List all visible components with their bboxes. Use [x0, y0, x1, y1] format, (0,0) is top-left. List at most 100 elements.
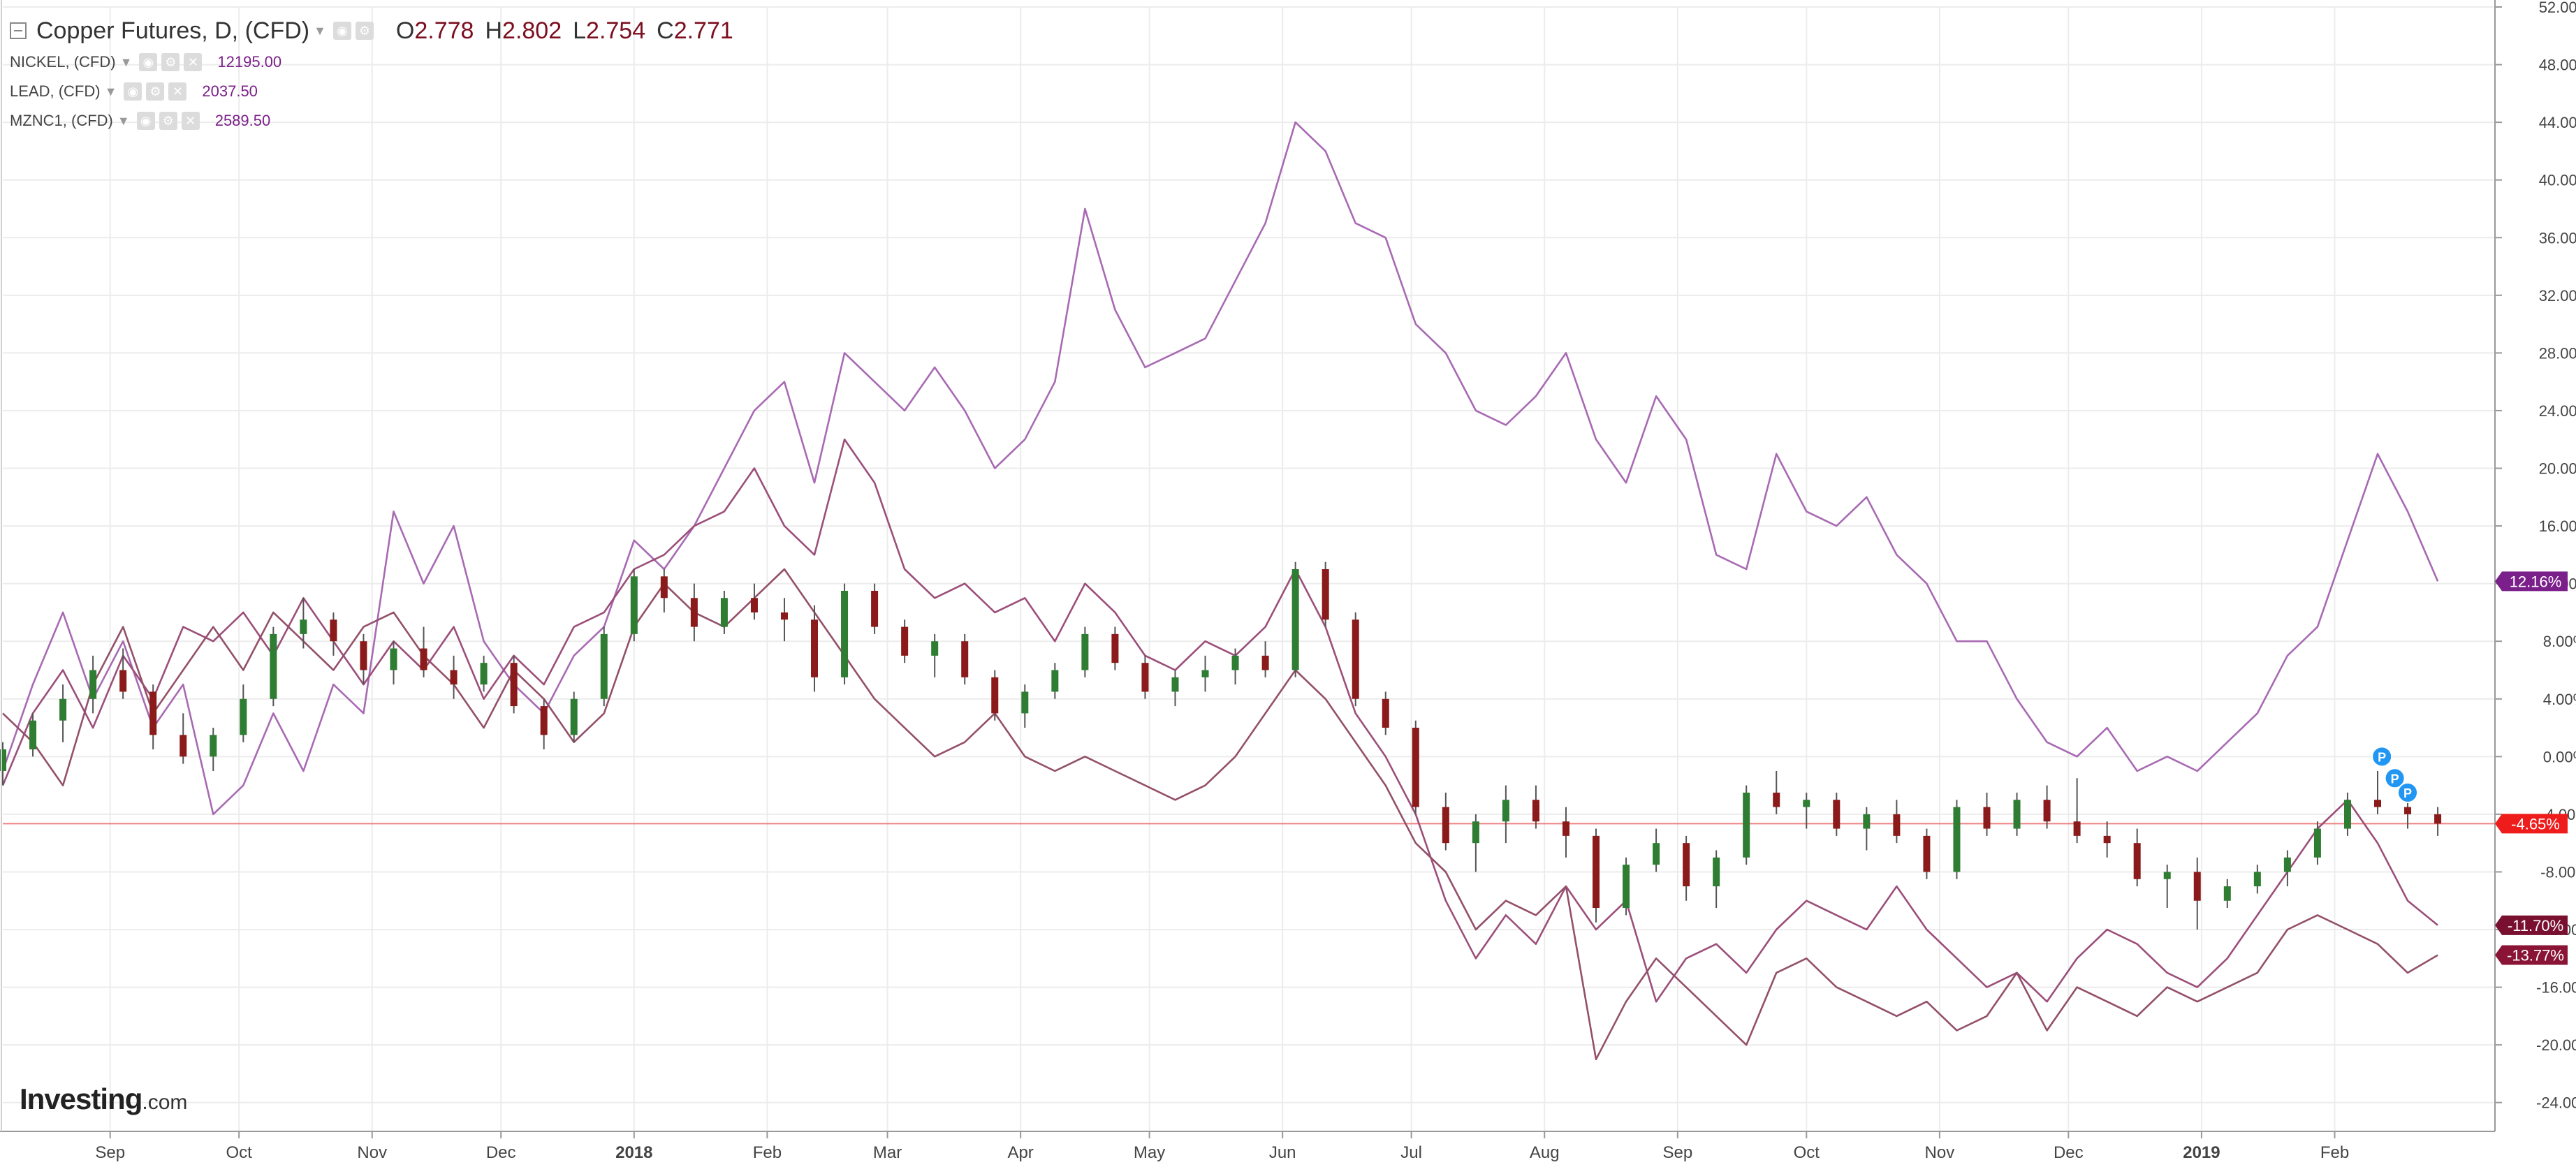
candle-up — [300, 619, 307, 634]
chevron-down-icon[interactable]: ▼ — [104, 84, 117, 98]
nickel-last-value-badge: 12.16% — [2495, 571, 2568, 592]
x-tick-label: 2018 — [615, 1143, 652, 1162]
event-marker-dot — [2384, 768, 2406, 789]
chevron-down-icon[interactable]: ▼ — [119, 54, 133, 69]
y-tick-label: 36.00% — [2539, 229, 2576, 247]
candle-down — [811, 619, 819, 677]
x-tick-label: Apr — [1007, 1143, 1033, 1162]
nickel-line — [1, 121, 2439, 816]
candle-up — [2283, 857, 2291, 872]
badge-label: 12.16% — [2510, 573, 2562, 590]
x-tick-label: Mar — [873, 1143, 902, 1162]
candle-down — [871, 590, 879, 627]
gear-icon[interactable]: ⚙ — [161, 53, 180, 71]
candle-up — [270, 633, 277, 699]
y-tick-label: 8.00% — [2543, 633, 2576, 650]
candle-up — [210, 735, 217, 757]
candle-up — [720, 598, 728, 627]
open-label: O — [395, 17, 415, 44]
legend-item-value: 12195.00 — [217, 53, 282, 71]
y-tick-label: 40.00% — [2539, 172, 2576, 189]
y-tick-label: -8.00% — [2540, 863, 2576, 881]
candle-down — [360, 641, 367, 670]
gear-icon[interactable]: ⚙ — [355, 22, 374, 40]
candle-up — [2343, 800, 2351, 829]
candle-up — [1081, 633, 1089, 670]
event-marker-dot — [2397, 781, 2419, 803]
badge-layer: 12.16% -4.65% -11.70% -13.77% — [2495, 571, 2568, 965]
candle-down — [420, 648, 427, 670]
legend-title[interactable]: Copper Futures, D, (CFD) — [36, 17, 310, 44]
eye-icon[interactable]: ◉ — [136, 112, 155, 130]
eye-icon[interactable]: ◉ — [332, 22, 351, 40]
close-icon[interactable]: ✕ — [184, 53, 203, 71]
candle-up — [240, 698, 247, 735]
candle-down — [961, 641, 969, 677]
x-tick-label: Jul — [1400, 1143, 1422, 1162]
candle-down — [149, 691, 157, 735]
candle-down — [780, 612, 788, 620]
candle-down — [1322, 569, 1329, 620]
chevron-down-icon[interactable]: ▼ — [314, 23, 326, 38]
close-icon[interactable]: ✕ — [181, 112, 200, 130]
x-tick-label: Nov — [1925, 1143, 1955, 1162]
legend-tools: ◉ ⚙ ✕ — [136, 112, 200, 130]
close-value: 2.771 — [673, 17, 733, 44]
candle-up — [1863, 814, 1871, 829]
brand-name: Investing — [20, 1082, 142, 1115]
y-tick-label: 28.00% — [2539, 344, 2576, 362]
x-tick-label: Dec — [2054, 1143, 2084, 1162]
legend-item-value: 2037.50 — [202, 82, 258, 100]
badge-shape — [2495, 571, 2568, 592]
low-label: L — [573, 17, 587, 44]
candle-up — [29, 720, 37, 750]
candle-up — [1021, 691, 1029, 714]
candle-up — [1291, 569, 1299, 670]
zinc-line — [2, 568, 2438, 1061]
gear-icon[interactable]: ⚙ — [146, 82, 165, 101]
eye-icon[interactable]: ◉ — [124, 82, 142, 101]
candle-layer — [0, 562, 2442, 930]
copper-last-value-badge: -4.65% — [2495, 814, 2568, 834]
high-value: 2.802 — [502, 17, 562, 44]
x-tick-label: Sep — [95, 1143, 125, 1162]
candle-down — [1562, 821, 1569, 836]
eye-icon[interactable]: ◉ — [139, 53, 158, 71]
y-tick-label: -16.00% — [2536, 979, 2576, 997]
y-tick-label: 24.00% — [2539, 402, 2576, 420]
series-layer — [1, 121, 2439, 1061]
chevron-down-icon[interactable]: ▼ — [117, 113, 130, 128]
x-tick-label: Oct — [1794, 1143, 1820, 1162]
candle-down — [1683, 843, 1690, 887]
y-tick-label: -24.00% — [2536, 1094, 2576, 1112]
candle-up — [1803, 800, 1810, 807]
close-icon[interactable]: ✕ — [168, 82, 187, 101]
legend-item-name[interactable]: NICKEL, (CFD) — [10, 53, 116, 71]
collapse-legend-icon[interactable] — [10, 22, 27, 39]
candle-down — [2103, 835, 2111, 844]
legend-item-name[interactable]: LEAD, (CFD) — [10, 82, 101, 100]
legend-item-name[interactable]: MZNC1, (CFD) — [10, 112, 113, 129]
candle-down — [901, 626, 909, 656]
candle-down — [2193, 872, 2201, 901]
event-marker-label: P — [2403, 786, 2412, 800]
candle-down — [119, 670, 127, 692]
candle-down — [1261, 655, 1269, 670]
lead-line — [1, 438, 2438, 1003]
investing-logo[interactable]: Investing.com — [20, 1082, 187, 1116]
candle-up — [1171, 677, 1179, 692]
candle-down — [1923, 835, 1931, 872]
x-tick-label: Feb — [753, 1143, 782, 1162]
event-marker-label: P — [2378, 750, 2386, 764]
candle-down — [540, 706, 548, 735]
candle-down — [991, 677, 999, 714]
candle-up — [2313, 828, 2321, 858]
candle-down — [690, 598, 698, 627]
gear-icon[interactable]: ⚙ — [159, 112, 177, 130]
candle-up — [390, 648, 397, 670]
candle-up — [630, 576, 638, 634]
x-tick-label: Aug — [1530, 1143, 1560, 1162]
